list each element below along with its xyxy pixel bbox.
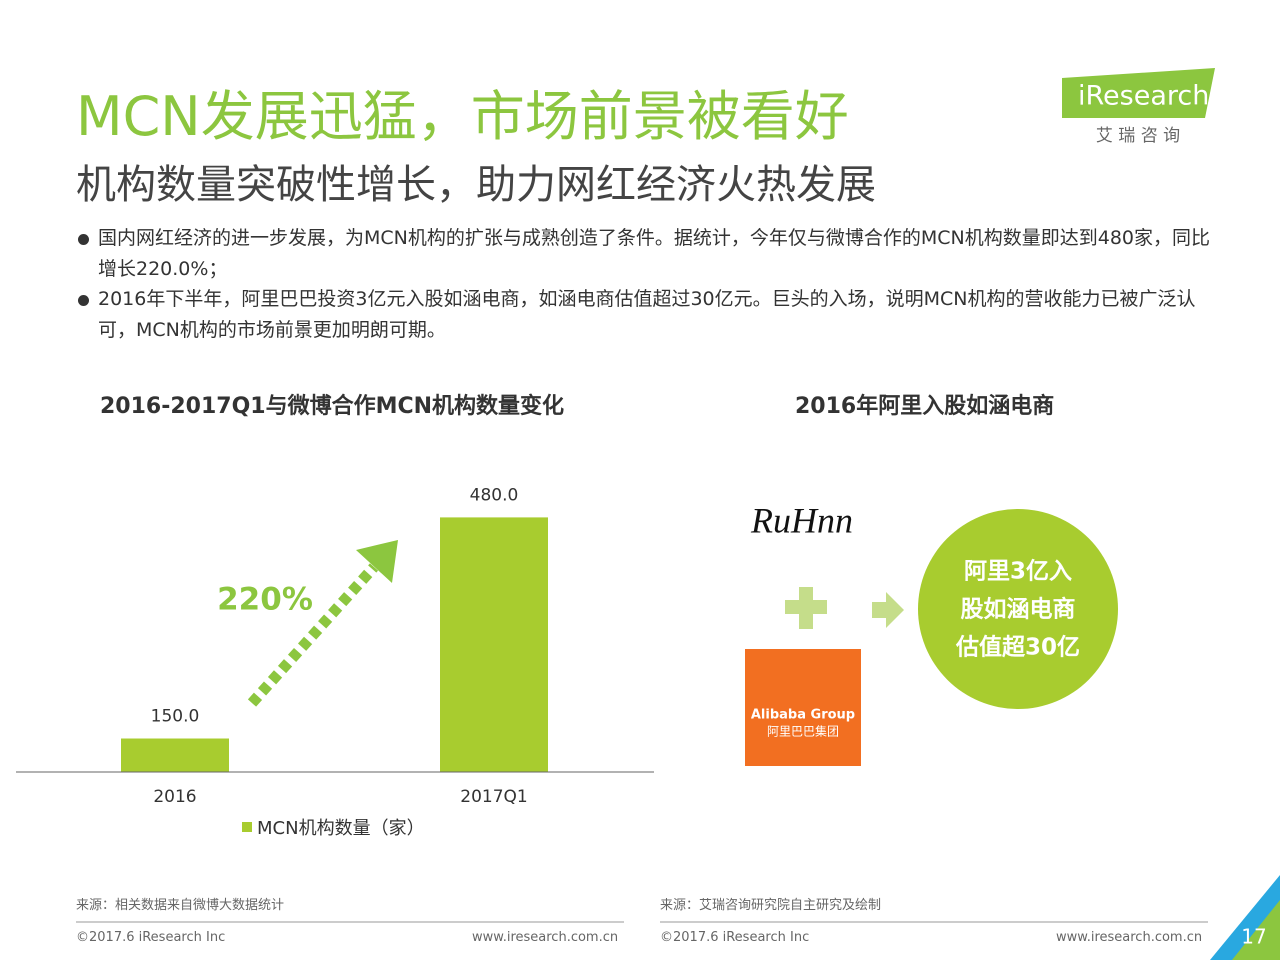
panel-title: 2016年阿里入股如涵电商 [795, 394, 1055, 419]
growth-arrow-head [356, 540, 398, 583]
arrow [872, 592, 904, 628]
bullet-dot [78, 234, 89, 245]
value-label: 480.0 [470, 485, 519, 505]
alibaba-text: 阿里巴巴集团 [767, 724, 839, 739]
logo-bg [1062, 68, 1215, 118]
page-number: 17 [1241, 925, 1266, 949]
circle-text: 股如涵电商 [961, 596, 1076, 623]
bullet: 2016年下半年，阿里巴巴投资3亿元入股如涵电商，如涵电商估值超过30亿元。巨头… [98, 288, 1196, 341]
legend-swatch [242, 822, 252, 832]
source: 来源：相关数据来自微博大数据统计 [76, 898, 285, 913]
chart: 150.0 480.0 MCN机构数量（家） 2016 2017Q1 220% [16, 485, 654, 839]
copyright: ©2017.6 iResearch Inc [76, 930, 226, 945]
plus [799, 587, 813, 629]
logo-brand: iResearch [1078, 81, 1209, 112]
circle-text: 估值超30亿 [955, 634, 1080, 661]
bar [121, 738, 229, 772]
url: www.iresearch.com.cn [1056, 930, 1203, 945]
chart-title: 2016-2017Q1与微博合作MCN机构数量变化 [100, 394, 565, 419]
growth-arrow [247, 563, 379, 707]
title: MCN发展迅猛，市场前景被看好 [76, 85, 849, 148]
alibaba-logo [745, 649, 861, 766]
ruhnn-logo: RuHnn [750, 500, 853, 540]
x-tick-label: 2017Q1 [460, 787, 527, 807]
url: www.iresearch.com.cn [472, 930, 619, 945]
x-tick-label: 2016 [153, 787, 196, 807]
value-label: 150.0 [151, 707, 200, 727]
alibaba-text: Alibaba Group [751, 708, 855, 723]
subtitle: 机构数量突破性增长，助力网红经济火热发展 [76, 162, 876, 208]
bullet-dot [78, 295, 89, 306]
bar [440, 517, 548, 772]
copyright: ©2017.6 iResearch Inc [660, 930, 810, 945]
legend-label: MCN机构数量（家） [257, 818, 425, 839]
circle [918, 509, 1118, 709]
annotation: 220% [217, 582, 313, 618]
bullet: 国内网红经济的进一步发展，为MCN机构的扩张与成熟创造了条件。据统计，今年仅与微… [98, 227, 1211, 280]
circle-text: 阿里3亿入 [964, 559, 1072, 585]
source: 来源：艾瑞咨询研究院自主研究及绘制 [660, 898, 882, 913]
logo-name: 艾 瑞 咨 询 [1096, 126, 1180, 146]
corner [1232, 900, 1280, 960]
